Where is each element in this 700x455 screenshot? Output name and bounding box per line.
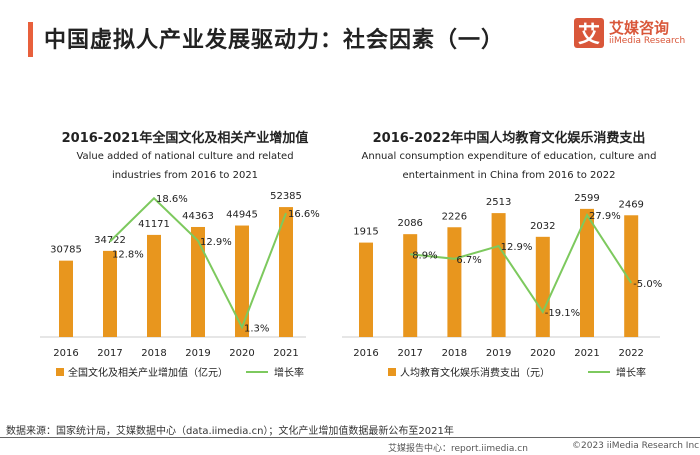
chart1-growth-line bbox=[109, 196, 287, 330]
chart2-bar-2021 bbox=[580, 208, 594, 337]
chart2-bar-label-2018: 2226 bbox=[442, 211, 467, 222]
chart1-bar-label-2016: 30785 bbox=[50, 245, 82, 256]
chart1-x-tick-2018: 2018 bbox=[141, 348, 166, 359]
chart2-title: 2016-2022年中国人均教育文化娱乐消费支出 bbox=[372, 131, 646, 146]
chart1-subtitle-1: Value added of national culture and rela… bbox=[76, 151, 294, 162]
chart2-bar-label-2020: 2032 bbox=[530, 221, 555, 232]
chart2-legend-bar-swatch bbox=[388, 368, 396, 376]
logo-cn: 艾媒咨询 bbox=[609, 18, 670, 37]
chart1-bar-2017 bbox=[103, 250, 117, 337]
chart1-bar-label-2019: 44363 bbox=[182, 211, 214, 222]
chart1-bar-2021 bbox=[279, 207, 293, 337]
logo-en: iiMedia Research bbox=[609, 35, 686, 46]
chart1-x-tick-2017: 2017 bbox=[97, 348, 122, 359]
chart2-x-tick-2016: 2016 bbox=[353, 348, 378, 359]
chart1-x-tick-2021: 2021 bbox=[273, 348, 298, 359]
chart2-bar-label-2021: 2599 bbox=[574, 193, 599, 204]
logo-mark: 艾 bbox=[574, 18, 604, 48]
logo: 艾 艾媒咨询 iiMedia Research bbox=[574, 18, 685, 48]
chart1-x-tick-2019: 2019 bbox=[185, 348, 210, 359]
chart2-growth-line bbox=[410, 213, 633, 314]
chart1-title: 2016-2021年全国文化及相关产业增加值 bbox=[61, 131, 309, 146]
chart2-growth-label-2018: 6.7% bbox=[456, 255, 481, 266]
chart1-bar-label-2020: 44945 bbox=[226, 210, 258, 221]
chart2-bar-2020 bbox=[535, 236, 550, 337]
chart1-x-tick-2016: 2016 bbox=[53, 348, 78, 359]
chart2-subtitle-2: entertainment in China from 2016 to 2022 bbox=[402, 170, 616, 181]
chart2-bar-2017 bbox=[403, 234, 418, 337]
source-note: 数据来源：国家统计局，艾媒数据中心（data.iimedia.cn）；文化产业增… bbox=[6, 426, 454, 437]
chart1-growth-label-2021: 16.6% bbox=[288, 209, 320, 220]
chart2-bar-2022 bbox=[624, 215, 639, 337]
chart2-bar-2019 bbox=[491, 213, 506, 337]
chart1-bar-2016 bbox=[59, 260, 73, 337]
footer-copyright: ©2023 iiMedia Research Inc bbox=[572, 441, 700, 451]
chart2-bar-2018 bbox=[447, 227, 462, 337]
chart2-x-tick-2020: 2020 bbox=[530, 348, 555, 359]
chart2-legend-line-label: 增长率 bbox=[616, 366, 646, 379]
chart1-growth-label-2017: 12.8% bbox=[112, 250, 144, 261]
page-title: 中国虚拟人产业发展驱动力：社会因素（一） bbox=[44, 28, 505, 53]
chart2-growth-label-2017: 8.9% bbox=[412, 250, 437, 261]
chart1-subtitle-2: industries from 2016 to 2021 bbox=[111, 170, 259, 181]
chart2-growth-label-2019: 12.9% bbox=[501, 242, 533, 253]
chart2-bar-label-2016: 1915 bbox=[353, 227, 378, 238]
chart2-x-tick-2022: 2022 bbox=[618, 348, 643, 359]
chart2-subtitle-1: Annual consumption expenditure of educat… bbox=[361, 151, 657, 162]
chart2-growth-label-2020: -19.1% bbox=[545, 308, 580, 319]
chart1-legend-line-label: 增长率 bbox=[274, 366, 304, 379]
chart1-growth-label-2020: 1.3% bbox=[244, 323, 269, 334]
chart1-legend-bar-swatch bbox=[56, 368, 64, 376]
chart2-bar-label-2017: 2086 bbox=[397, 218, 422, 229]
chart1-bar-label-2021: 52385 bbox=[270, 191, 302, 202]
chart1-bar-2020 bbox=[235, 225, 249, 337]
chart2-x-tick-2017: 2017 bbox=[397, 348, 422, 359]
chart2-x-tick-2019: 2019 bbox=[486, 348, 511, 359]
chart1-growth-label-2018: 18.6% bbox=[156, 194, 188, 205]
chart1-bar-2019 bbox=[191, 226, 205, 337]
chart1-x-tick-2020: 2020 bbox=[229, 348, 254, 359]
footer-divider bbox=[0, 437, 700, 438]
chart2-bar-label-2019: 2513 bbox=[486, 197, 511, 208]
chart2-growth-label-2021: 27.9% bbox=[589, 211, 621, 222]
chart1-legend-bar-label: 全国文化及相关产业增加值（亿元） bbox=[68, 366, 228, 379]
chart1-growth-label-2019: 12.9% bbox=[200, 237, 232, 248]
chart2-bar-label-2022: 2469 bbox=[618, 199, 643, 210]
chart2-x-tick-2018: 2018 bbox=[442, 348, 467, 359]
chart2-growth-label-2022: -5.0% bbox=[633, 279, 662, 290]
title-accent-bar bbox=[28, 22, 33, 57]
chart1-bar-2018 bbox=[147, 234, 161, 337]
chart2-legend-bar-label: 人均教育文化娱乐消费支出（元） bbox=[400, 366, 550, 379]
chart1-bar-label-2018: 41171 bbox=[138, 219, 170, 230]
chart2-bar-2016 bbox=[359, 242, 373, 337]
chart2-x-tick-2021: 2021 bbox=[574, 348, 599, 359]
footer-report: 艾媒报告中心：report.iimedia.cn bbox=[388, 444, 528, 454]
